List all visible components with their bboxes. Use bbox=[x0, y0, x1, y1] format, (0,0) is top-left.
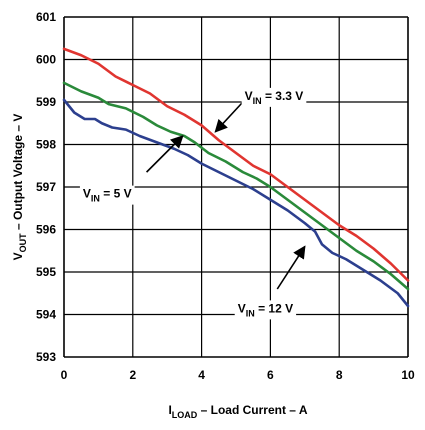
x-tick-label: 4 bbox=[198, 368, 205, 382]
y-tick-label: 593 bbox=[36, 350, 56, 364]
y-tick-label: 594 bbox=[36, 308, 56, 322]
annotation-label-main: V bbox=[83, 187, 91, 201]
annotation-label-0: VIN = 3.3 V bbox=[245, 89, 304, 106]
annotation-label-2: VIN = 12 V bbox=[238, 301, 293, 318]
annotation-label-main: V bbox=[245, 89, 253, 103]
annotation-arrow-1 bbox=[145, 135, 184, 173]
tick-labels: 0 2 4 6 8 10 593 594 595 596 597 598 599 600 601 bbox=[36, 10, 415, 382]
annotation-label-1: VIN = 5 V bbox=[83, 187, 132, 204]
annotation-label-sub: IN bbox=[91, 194, 100, 204]
y-axis-title: VOUT – Output Voltage – V bbox=[11, 114, 28, 261]
y-tick-label: 595 bbox=[36, 265, 56, 279]
annotation-arrow-2 bbox=[276, 245, 306, 290]
series-line-1 bbox=[62, 81, 410, 291]
annotation-label-bg bbox=[79, 185, 135, 205]
series-line-0 bbox=[62, 47, 410, 282]
annotation-label-rest: = 3.3 V bbox=[262, 89, 304, 103]
annotation-label-main: V bbox=[238, 301, 246, 315]
x-axis-title-main: I bbox=[168, 403, 171, 417]
y-tick-label: 598 bbox=[36, 138, 56, 152]
y-tick-label: 600 bbox=[36, 53, 56, 67]
annotation-label-rest: = 12 V bbox=[255, 301, 293, 315]
x-axis-title: ILOAD – Load Current – A bbox=[168, 403, 307, 420]
annotation-label-bg bbox=[241, 87, 307, 107]
y-tick-label: 597 bbox=[36, 180, 56, 194]
series-group bbox=[62, 47, 410, 308]
y-tick-label: 596 bbox=[36, 223, 56, 237]
annotation-label-rest: = 5 V bbox=[100, 187, 132, 201]
y-axis-title-sub: OUT bbox=[18, 233, 28, 253]
y-axis-title-rest: – Output Voltage – V bbox=[11, 114, 25, 234]
annotation-arrow-0 bbox=[214, 101, 244, 133]
x-axis-title-sub: LOAD bbox=[172, 410, 198, 420]
x-tick-label: 8 bbox=[336, 368, 343, 382]
y-tick-label: 599 bbox=[36, 95, 56, 109]
x-tick-label: 0 bbox=[61, 368, 68, 382]
x-axis-title-rest: – Load Current – A bbox=[197, 403, 308, 417]
x-tick-label: 10 bbox=[401, 368, 415, 382]
annotation-label-sub: IN bbox=[253, 96, 262, 106]
y-tick-label: 601 bbox=[36, 10, 56, 24]
y-axis-title-main: V bbox=[11, 252, 25, 260]
annotation-label-bg bbox=[234, 300, 297, 320]
series-line-2 bbox=[62, 98, 410, 308]
annotation-label-sub: IN bbox=[246, 308, 255, 318]
x-tick-label: 2 bbox=[129, 368, 136, 382]
x-tick-label: 6 bbox=[267, 368, 274, 382]
